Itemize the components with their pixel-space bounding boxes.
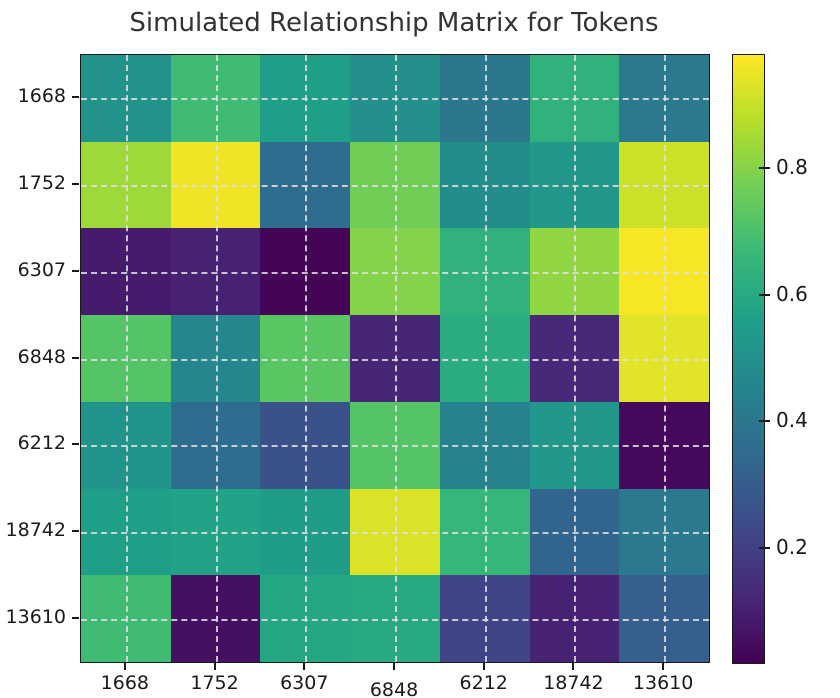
colorbar-tick-mark [759,293,770,296]
y-tick-label: 1752 [17,172,66,195]
y-tick-label: 13610 [5,605,66,628]
y-tick-mark [72,529,79,532]
colorbar [732,54,765,664]
chart-title: Simulated Relationship Matrix for Tokens [129,8,659,38]
plot-area [80,54,710,663]
colorbar-tick-label: 0.2 [776,535,808,559]
gridline-horizontal [81,271,709,274]
x-tick-mark [303,663,306,670]
x-tick-label: 6307 [280,672,329,694]
colorbar-tick-mark [759,420,770,423]
y-tick-mark [72,183,79,186]
x-tick-mark [662,663,665,670]
x-tick-label: 6212 [459,672,508,694]
y-tick-label: 6212 [17,432,66,455]
x-tick-label: 13610 [632,672,694,694]
y-tick-mark [72,356,79,359]
gridline-horizontal [81,618,709,621]
colorbar-tick-label: 0.6 [776,281,808,306]
grid-layer [81,55,709,662]
y-tick-label: 6307 [17,258,66,281]
x-tick-label: 18742 [543,672,604,694]
colorbar-tick-label: 0.4 [776,408,808,433]
gridline-horizontal [81,358,709,361]
x-tick-mark [213,663,216,670]
x-tick-mark [393,663,395,670]
y-tick-mark [72,616,79,619]
x-tick-mark [482,663,485,670]
y-tick-mark [72,443,79,446]
y-tick-mark [72,96,79,99]
gridline-horizontal [81,98,709,101]
gridline-horizontal [81,445,709,448]
x-tick-label: 1752 [190,672,239,694]
y-tick-label: 1668 [17,85,66,108]
y-tick-label: 18742 [5,518,66,541]
x-tick-label: 6848 [369,679,419,698]
colorbar-tick-mark [759,167,770,169]
x-tick-label: 1668 [100,672,150,694]
colorbar-tick-label: 0.8 [776,155,808,179]
y-tick-label: 6848 [17,345,66,368]
x-tick-mark [123,663,126,670]
y-tick-mark [72,269,79,272]
gridline-horizontal [81,531,709,534]
x-tick-mark [572,663,575,670]
gridline-horizontal [81,185,709,188]
colorbar-tick-mark [759,547,770,549]
